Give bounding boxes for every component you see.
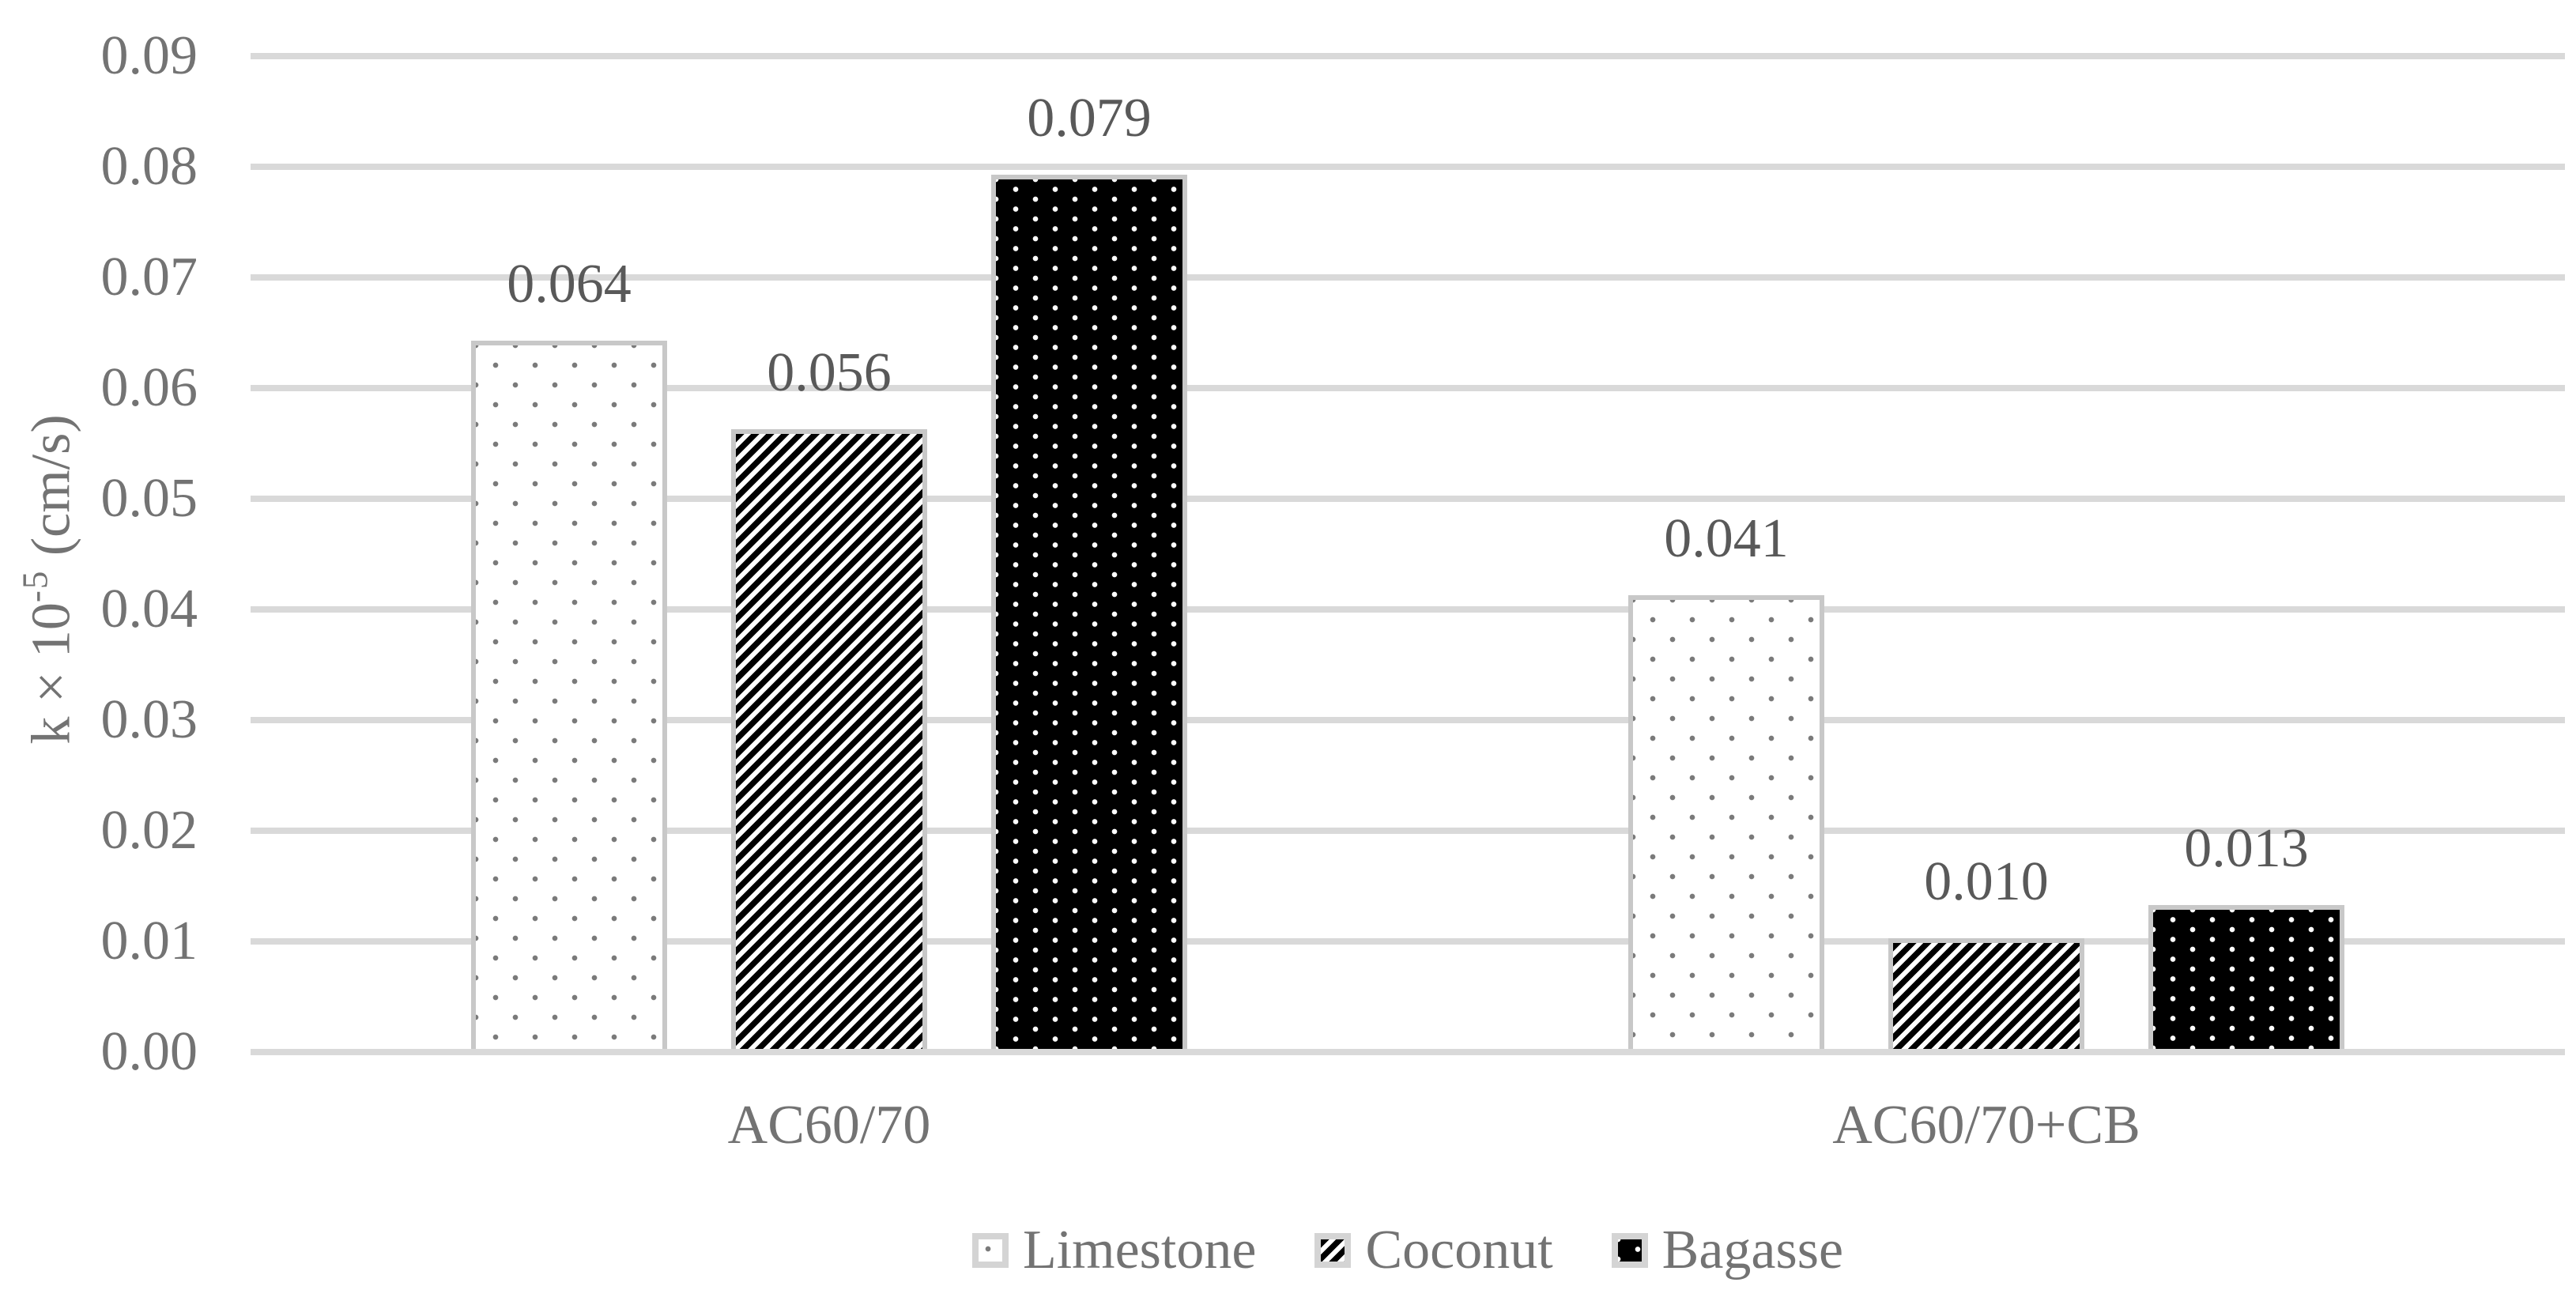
legend-item-Bagasse: Bagasse — [1611, 1219, 1844, 1282]
y-axis-title-unit: (cm/s) — [21, 414, 82, 570]
bar-column-Coconut-AC60/70: 0.056 — [731, 345, 927, 1049]
gridline-0.05 — [251, 496, 2565, 502]
gridline-0.03 — [251, 717, 2565, 723]
y-tick-label-0.04: 0.04 — [100, 579, 198, 639]
bar-group-AC60/70: 0.064 0.056 0.079 — [251, 91, 1408, 1049]
bar-column-Limestone-AC60/70: 0.064 — [471, 257, 667, 1049]
y-axis-title: k × 10-5 (cm/s) — [15, 414, 84, 744]
gridline-0.01 — [251, 938, 2565, 945]
legend-label-Limestone: Limestone — [1022, 1220, 1257, 1280]
y-tick-label-0.08: 0.08 — [100, 136, 198, 197]
gridline-0.08 — [251, 164, 2565, 170]
legend-swatch-Bagasse-icon — [1611, 1233, 1648, 1268]
legend: Limestone Coconut Bagasse — [251, 1219, 2565, 1282]
y-tick-label-0.06: 0.06 — [100, 357, 198, 418]
category-label-AC60/70+CB: AC60/70+CB — [1832, 1095, 2140, 1156]
gridline-0.09 — [251, 53, 2565, 59]
legend-item-Limestone: Limestone — [971, 1219, 1257, 1282]
y-tick-label-0.05: 0.05 — [100, 468, 198, 529]
legend-label-Bagasse: Bagasse — [1661, 1220, 1844, 1280]
bar-group-AC60/70+CB: 0.041 0.010 0.013 — [1408, 511, 2565, 1049]
legend-swatch-Coconut-icon — [1314, 1233, 1352, 1268]
y-tick-label-0.01: 0.01 — [100, 911, 198, 971]
bar-column-Limestone-AC60/70+CB: 0.041 — [1628, 511, 1824, 1049]
bar-Coconut-AC60/70 — [731, 429, 927, 1049]
bar-Coconut-AC60/70+CB — [1888, 938, 2084, 1049]
bar-column-Bagasse-AC60/70: 0.079 — [991, 91, 1187, 1049]
legend-item-Coconut: Coconut — [1314, 1219, 1553, 1282]
y-tick-label-0.09: 0.09 — [100, 25, 198, 86]
gridline-0.00 — [251, 1049, 2565, 1055]
bar-Bagasse-AC60/70 — [991, 175, 1187, 1049]
bar-Bagasse-AC60/70+CB — [2148, 905, 2344, 1049]
bar-Limestone-AC60/70+CB — [1628, 595, 1824, 1049]
legend-swatch-Limestone-icon — [971, 1233, 1009, 1268]
gridline-0.06 — [251, 385, 2565, 391]
gridline-0.07 — [251, 274, 2565, 281]
category-label-AC60/70: AC60/70 — [727, 1095, 931, 1156]
gridline-0.02 — [251, 828, 2565, 834]
y-tick-label-0.02: 0.02 — [100, 800, 198, 861]
bar-Limestone-AC60/70 — [471, 341, 667, 1049]
data-label-Bagasse-AC60/70+CB: 0.013 — [2184, 818, 2309, 879]
y-axis-title-superscript: -5 — [15, 569, 55, 603]
data-label-Bagasse-AC60/70: 0.079 — [1027, 88, 1152, 149]
gridline-0.04 — [251, 606, 2565, 613]
data-label-Limestone-AC60/70: 0.064 — [507, 254, 632, 315]
bar-column-Coconut-AC60/70+CB: 0.010 — [1888, 854, 2084, 1049]
plot-area: 0.064 0.056 0.079 0.041 0.010 0.013 — [251, 53, 2565, 1055]
data-label-Limestone-AC60/70+CB: 0.041 — [1664, 508, 1789, 569]
legend-label-Coconut: Coconut — [1365, 1220, 1553, 1280]
y-tick-label-0.07: 0.07 — [100, 247, 198, 307]
y-tick-label-0.03: 0.03 — [100, 689, 198, 750]
data-label-Coconut-AC60/70: 0.056 — [767, 342, 892, 403]
bar-column-Bagasse-AC60/70+CB: 0.013 — [2148, 821, 2344, 1049]
y-tick-label-0.00: 0.00 — [100, 1021, 198, 1082]
y-axis-title-base: k × 10 — [21, 602, 82, 745]
data-label-Coconut-AC60/70+CB: 0.010 — [1924, 851, 2049, 912]
